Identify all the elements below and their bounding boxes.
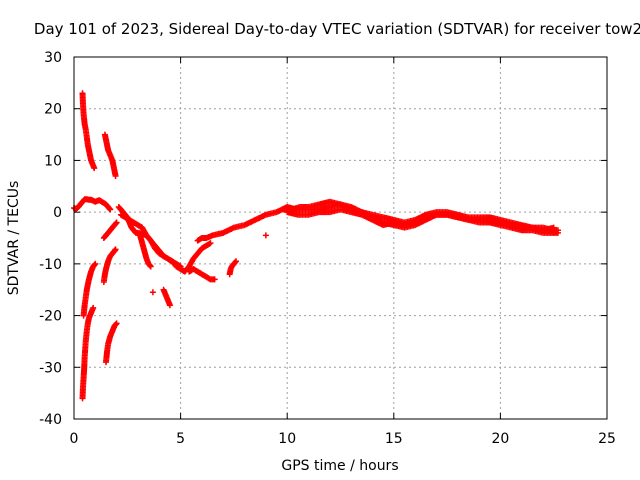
chart-title: Day 101 of 2023, Sidereal Day-to-day VTE… [34,20,640,38]
series-arc-e [80,260,99,319]
series-arc-d [79,304,97,402]
x-tick-label: 20 [491,431,509,447]
y-tick-label: 0 [53,205,62,221]
series-arc-m [160,286,173,309]
data-point [207,240,214,247]
x-tick-label: 5 [176,431,185,447]
x-tick-label: 0 [70,431,79,447]
series-arc-c [101,131,119,179]
y-tick-label: -20 [39,309,62,325]
data-point [91,165,98,172]
series-arc-s [284,206,557,234]
data-point [92,260,99,267]
y-tick-label: -30 [39,360,62,376]
series-arc-j [117,211,214,275]
series-arc-q [262,232,269,239]
x-axis-label: GPS time / hours [281,458,398,474]
y-tick-label: 20 [44,102,62,118]
data-point [550,224,557,231]
series-arc-p [226,258,240,278]
y-tick-label: -40 [39,412,62,428]
grid [74,57,607,419]
x-tick-label: 15 [385,431,403,447]
y-tick-label: -10 [39,257,62,273]
series-arc-k [137,232,154,270]
data-point [113,219,120,226]
data-point [262,232,269,239]
y-tick-label: 30 [44,50,62,66]
data-point [112,246,119,253]
series-arc-n [186,266,218,283]
series-arc-l [149,289,156,296]
x-tick-label: 10 [278,431,296,447]
y-axis-label: SDTVAR / TECUs [6,181,22,296]
data-point [147,263,154,270]
series-arc-g [102,320,120,366]
data-point [112,172,119,179]
data-points [71,90,561,402]
data-point [90,304,97,311]
plot-frame [73,56,608,420]
series-arc-h [100,219,120,241]
series-arc-f [100,246,119,285]
data-point [233,258,240,265]
data-point [113,320,120,327]
data-point [211,276,218,283]
y-tick-label: 10 [44,153,62,169]
data-point [149,289,156,296]
axis-ticks: 0 5 10 15 20 25 30 20 10 0 -10 -20 -30 -40 [39,50,616,447]
series-arc-a [71,196,114,213]
x-tick-label: 25 [598,431,616,447]
series-arc-b [79,90,98,172]
data-point [166,302,173,309]
data-point [554,229,561,236]
data-point [107,206,114,213]
